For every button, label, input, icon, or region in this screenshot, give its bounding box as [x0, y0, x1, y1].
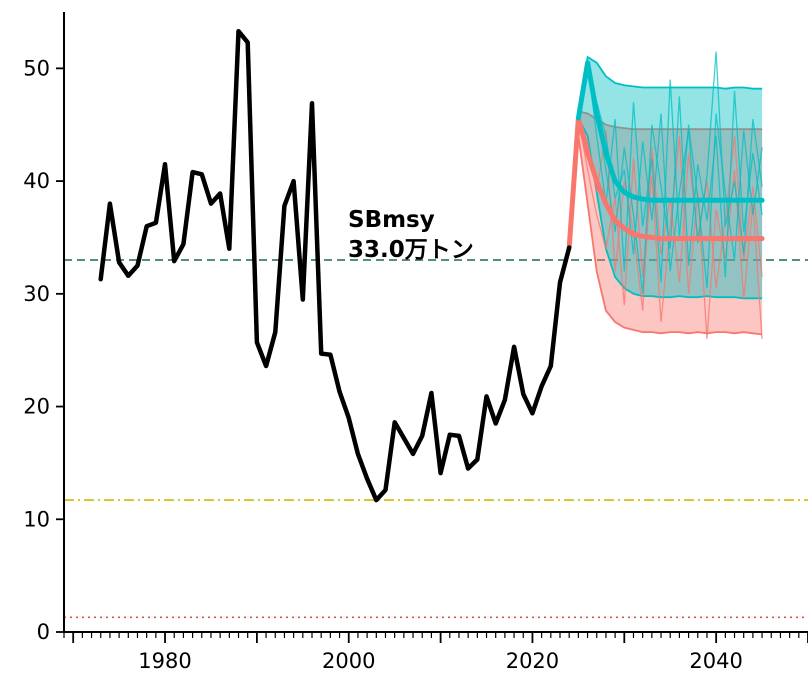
scenario-1-lower-line [577, 117, 763, 300]
y-tick-label: 10 [23, 507, 50, 531]
historical-series [98, 28, 572, 503]
scenario-0-lower-line [568, 135, 763, 336]
scenario-0-upper-line [568, 110, 763, 248]
y-tick-label: 20 [23, 395, 50, 419]
x-tick-label: 2020 [506, 649, 559, 673]
scenario-1-run-1 [577, 62, 763, 294]
y-tick-label: 30 [23, 282, 50, 306]
x-tick-label: 1980 [138, 649, 191, 673]
scenario-0-run-0 [568, 117, 763, 339]
sbmsy-label: SBmsy [348, 207, 435, 233]
historical-line [98, 28, 572, 503]
x-tick-label: 2000 [322, 649, 375, 673]
y-tick-label: 0 [37, 620, 50, 644]
axes: 1980 2000 2020 2040 0 10 20 30 40 50 [23, 12, 808, 673]
sbmsy-value-label: 33.0万トン [348, 237, 474, 263]
scenario-0-median-line [566, 115, 765, 251]
x-tick-label: 2040 [689, 649, 742, 673]
y-tick-label: 40 [23, 169, 50, 193]
y-tick-label: 50 [23, 56, 50, 80]
scenario-medians [566, 60, 765, 251]
scenario-1-median-line [575, 60, 765, 203]
reference-lines [64, 259, 808, 619]
